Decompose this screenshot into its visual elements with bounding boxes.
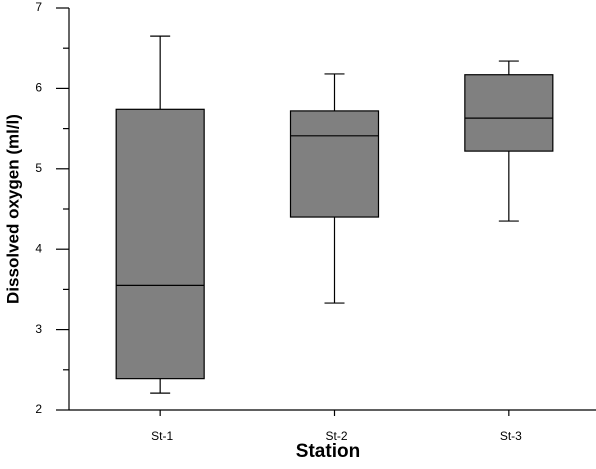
y-tick-label: 4 [35, 241, 42, 255]
y-tick-label: 5 [35, 161, 42, 175]
y-tick-label: 3 [35, 322, 42, 336]
box [115, 108, 205, 380]
y-axis-label: Dissolved oxygen (ml/l) [3, 114, 22, 304]
x-tick-label: St-2 [325, 429, 347, 443]
box [289, 110, 380, 218]
box [464, 74, 554, 152]
x-axis-label: Station [296, 441, 360, 462]
y-tick-label: 2 [35, 402, 42, 416]
y-tick-label: 6 [35, 81, 42, 95]
y-tick-label: 7 [35, 0, 42, 14]
x-tick-label: St-3 [500, 429, 522, 443]
x-tick-label: St-1 [151, 429, 173, 443]
